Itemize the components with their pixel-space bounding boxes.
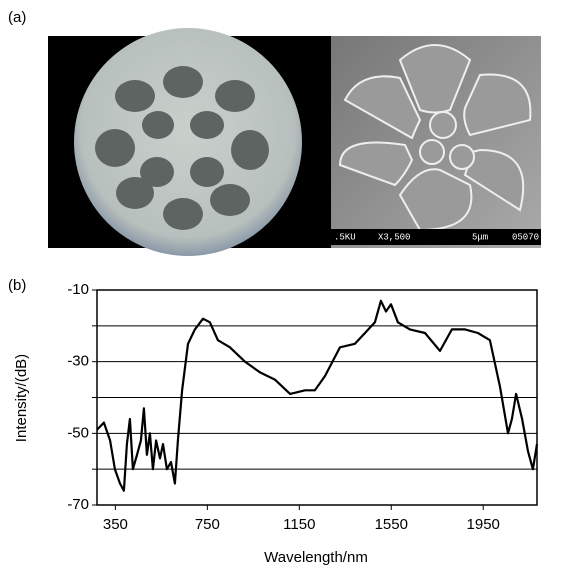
data-line	[96, 299, 539, 492]
sem-text: .5KU	[334, 232, 356, 242]
x-axis-label: Wavelength/nm	[264, 549, 368, 566]
x-tick-label: 1150	[283, 516, 315, 533]
y-axis-label: Intensity/(dB)	[13, 354, 30, 442]
sem-text: 05070	[512, 232, 539, 242]
x-tick-label: 1550	[375, 516, 408, 533]
panel-label: (b)	[8, 277, 26, 294]
sem-text: X3,500	[378, 232, 410, 242]
sem-text: 5μm	[472, 232, 488, 242]
x-tick-label: 750	[195, 516, 220, 533]
y-tick-label: -30	[67, 353, 89, 370]
y-tick-label: -50	[67, 424, 89, 441]
x-tick-label: 350	[103, 516, 128, 533]
x-tick-label: 1950	[467, 516, 500, 533]
y-tick-label: -70	[67, 496, 89, 513]
holes	[95, 66, 269, 230]
y-tick-label: -10	[67, 281, 89, 298]
sem-bar	[331, 229, 541, 245]
panel-label: (a)	[8, 9, 26, 26]
sem-petals	[338, 44, 532, 232]
